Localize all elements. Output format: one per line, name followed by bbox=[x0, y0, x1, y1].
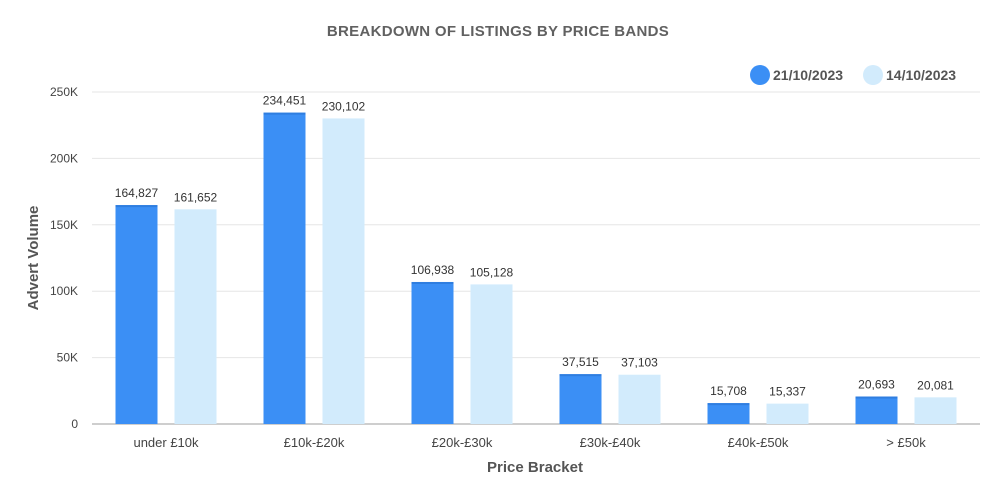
data-label: 105,128 bbox=[470, 265, 514, 279]
y-tick-label: 0 bbox=[71, 417, 78, 431]
bar-top-edge bbox=[855, 396, 898, 399]
bar[interactable] bbox=[411, 281, 454, 424]
legend: 21/10/2023 14/10/2023 bbox=[750, 65, 956, 85]
legend-swatch bbox=[863, 65, 883, 85]
data-label: 15,337 bbox=[769, 385, 806, 399]
bar[interactable] bbox=[322, 118, 365, 424]
bar[interactable] bbox=[263, 112, 306, 424]
bar[interactable] bbox=[914, 397, 957, 424]
x-tick-label: £20k-£30k bbox=[432, 435, 493, 450]
bar[interactable] bbox=[115, 205, 158, 424]
legend-label[interactable]: 14/10/2023 bbox=[886, 67, 956, 83]
data-label: 106,938 bbox=[411, 263, 455, 277]
y-tick-label: 250K bbox=[50, 85, 78, 99]
bar-top-edge bbox=[115, 205, 158, 208]
legend-label[interactable]: 21/10/2023 bbox=[773, 67, 843, 83]
bar[interactable] bbox=[707, 403, 750, 424]
bar-top-edge bbox=[411, 281, 454, 284]
legend-swatch bbox=[750, 65, 770, 85]
data-label: 15,708 bbox=[710, 384, 747, 398]
bar-top-edge bbox=[559, 374, 602, 377]
data-label: 20,693 bbox=[858, 378, 895, 392]
bar-top-edge bbox=[707, 403, 750, 406]
data-labels: 164,827 161,652 234,451 230,102 106,938 105,1… bbox=[115, 94, 954, 399]
x-tick-label: > £50k bbox=[886, 435, 926, 450]
y-tick-label: 150K bbox=[50, 218, 78, 232]
data-label: 20,081 bbox=[917, 378, 954, 392]
x-tick-label: £10k-£20k bbox=[284, 435, 345, 450]
x-axis-title: Price Bracket bbox=[487, 459, 583, 476]
y-tick-label: 200K bbox=[50, 151, 78, 165]
chart-title: BREAKDOWN OF LISTINGS BY PRICE BANDS bbox=[327, 23, 669, 40]
x-tick-label: £30k-£40k bbox=[580, 435, 641, 450]
data-label: 37,515 bbox=[562, 355, 599, 369]
bar-top-edge bbox=[263, 112, 306, 115]
bar[interactable] bbox=[559, 374, 602, 424]
x-tick-label: £40k-£50k bbox=[728, 435, 789, 450]
x-tick-labels: under £10k £10k-£20k £20k-£30k £30k-£40k £40… bbox=[133, 435, 926, 450]
y-tick-label: 100K bbox=[50, 284, 78, 298]
bar[interactable] bbox=[174, 209, 217, 424]
bar[interactable] bbox=[766, 403, 809, 424]
bar[interactable] bbox=[618, 374, 661, 424]
gridlines: 0 50K 100K 150K 200K 250K bbox=[50, 85, 980, 431]
data-label: 234,451 bbox=[263, 94, 307, 108]
data-label: 161,652 bbox=[174, 190, 218, 204]
data-label: 230,102 bbox=[322, 99, 366, 113]
bar[interactable] bbox=[855, 396, 898, 424]
bar[interactable] bbox=[470, 284, 513, 424]
y-tick-label: 50K bbox=[57, 351, 78, 365]
x-tick-label: under £10k bbox=[133, 435, 199, 450]
data-label: 37,103 bbox=[621, 356, 658, 370]
y-axis-title: Advert Volume bbox=[25, 206, 42, 311]
bars bbox=[115, 112, 957, 424]
data-label: 164,827 bbox=[115, 186, 159, 200]
